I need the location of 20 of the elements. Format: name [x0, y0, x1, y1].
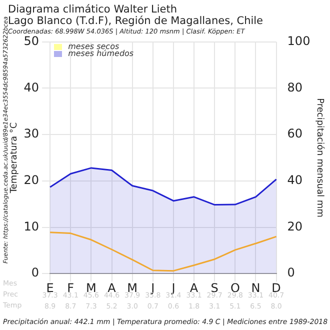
y-tick-label: 30 [24, 126, 40, 141]
text: Lago Blanco (T.d.F), Región de Magallanes, Chile [8, 15, 264, 28]
y-tick-label: 10 [24, 219, 40, 234]
y-tick-label: 40 [24, 80, 40, 94]
text: Diagrama climático Walter Lieth [8, 4, 177, 16]
y2-tick-label: 80 [287, 80, 303, 94]
x-tick-label: J [170, 280, 176, 295]
y-tick-label: 20 [24, 173, 40, 188]
y-tick-label: 0 [31, 266, 40, 280]
y2-tick-label: 100 [287, 34, 310, 48]
y2-tick-label: 0 [287, 266, 295, 280]
annotation: meses húmedos [68, 48, 134, 58]
x-tick-label: J [150, 280, 155, 295]
y2-tick-label: 40 [287, 173, 303, 188]
y2-axis-title: Precipitación mensual mm [314, 98, 326, 218]
y2-tick-label: 60 [287, 126, 303, 141]
annotation: meses secos [68, 42, 120, 51]
y-tick-label: 50 [24, 34, 40, 48]
y2-tick-label: 20 [287, 219, 303, 234]
y-axis-title: Temperatura °C [10, 122, 20, 194]
